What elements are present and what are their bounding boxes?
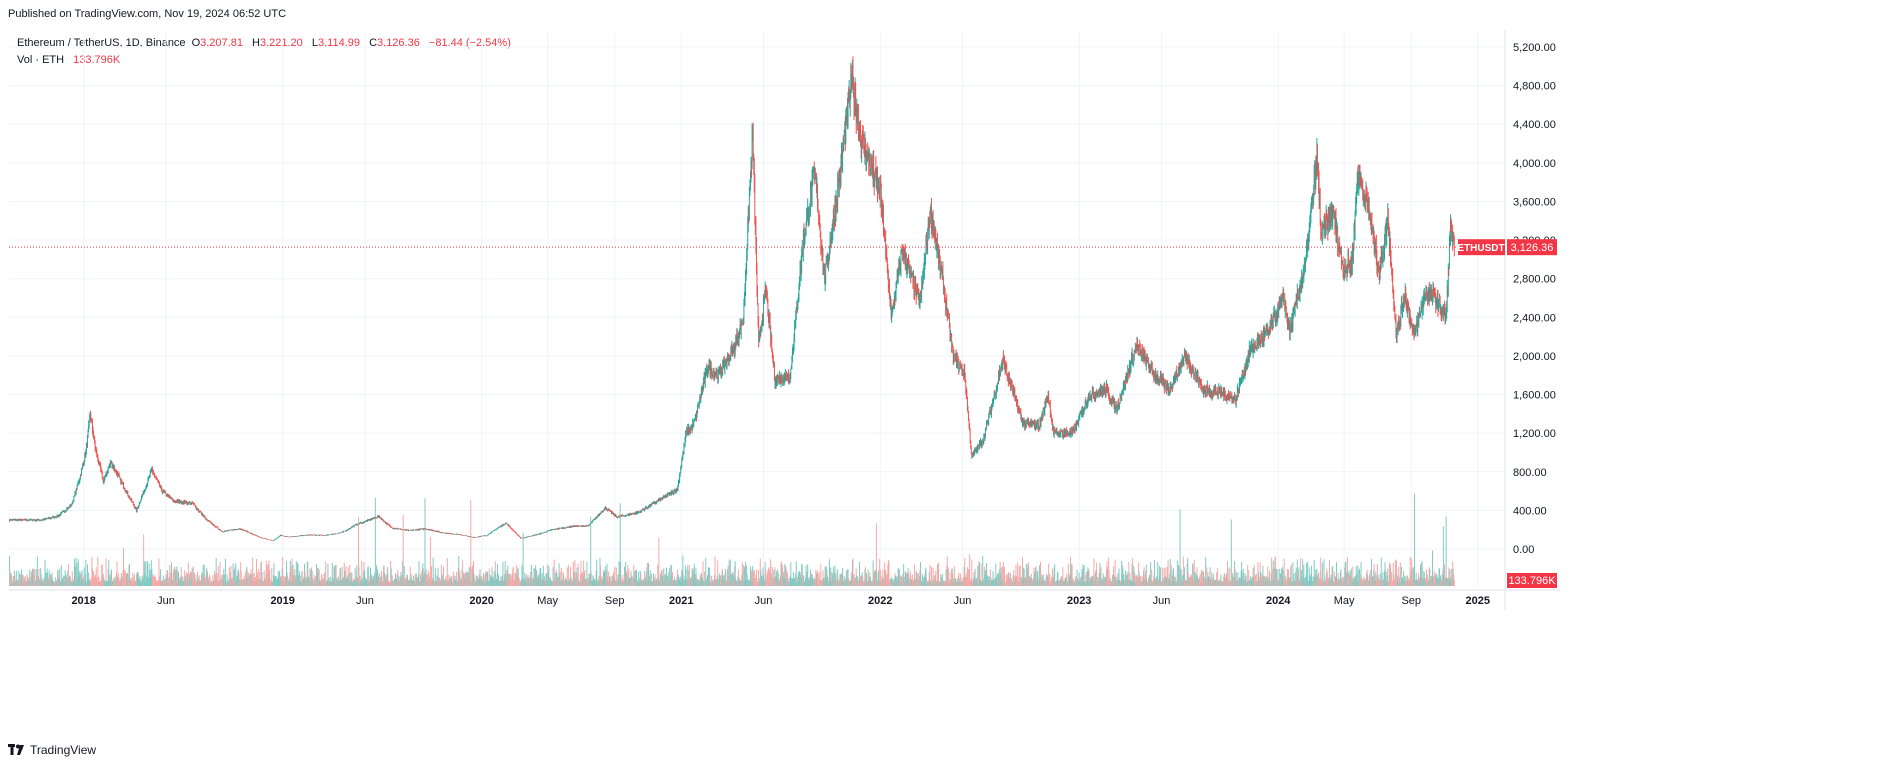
x-tick-label: Jun [755,595,773,607]
y-tick-label: 2,800.00 [1513,274,1556,286]
change-value: −81.44 (−2.54%) [428,37,511,49]
x-tick-label: 2025 [1465,595,1489,607]
chart-legend: Ethereum / TetherUS, 1D, Binance O3,207.8… [17,35,511,69]
close-label: C [369,37,378,49]
published-caption: Published on TradingView.com, Nov 19, 20… [8,8,287,20]
x-tick-label: May [1334,595,1355,607]
volume-value: 133.796K [73,54,121,66]
x-tick-label: 2022 [868,595,892,607]
y-tick-label: 4,000.00 [1513,158,1556,170]
x-tick-label: Sep [605,595,625,607]
volume-label[interactable]: Vol · ETH [17,54,65,66]
x-tick-label: Jun [1153,595,1171,607]
symbol-title[interactable]: Ethereum / TetherUS, 1D, Binance [17,37,186,49]
y-tick-label: 2,400.00 [1513,312,1556,324]
y-tick-label: 400.00 [1513,505,1547,517]
y-tick-label: 1,600.00 [1513,390,1556,402]
y-tick-label: 0.00 [1513,544,1534,556]
y-tick-label: 3,600.00 [1513,196,1556,208]
x-tick-label: May [537,595,558,607]
x-tick-label: Jun [157,595,175,607]
x-tick-label: 2019 [270,595,294,607]
low-label: L [311,37,318,49]
x-tick-label: 2018 [71,595,95,607]
y-tick-label: 1,200.00 [1513,428,1556,440]
close-value: 3,126.36 [377,37,420,49]
x-tick-label: Sep [1401,595,1421,607]
y-tick-label: 4,400.00 [1513,119,1556,131]
y-tick-label: 4,800.00 [1513,81,1556,93]
y-tick-label: 800.00 [1513,467,1547,479]
x-tick-label: 2023 [1067,595,1091,607]
high-label: H [252,37,260,49]
y-tick-label: 5,200.00 [1513,42,1556,54]
y-tick-label: 2,000.00 [1513,351,1556,363]
x-tick-label: Jun [356,595,374,607]
open-label: O [191,37,201,49]
x-tick-label: 2024 [1266,595,1291,607]
high-value: 3,221.20 [259,37,303,49]
volume-row: Vol · ETH 133.796K [17,52,511,69]
x-tick-label: Jun [954,595,972,607]
x-tick-label: 2020 [469,595,493,607]
open-value: 3,207.81 [200,37,243,49]
x-tick-label: 2021 [669,595,693,607]
low-value: 3,114.99 [317,37,360,49]
ohlc-row: Ethereum / TetherUS, 1D, Binance O3,207.8… [17,35,511,52]
